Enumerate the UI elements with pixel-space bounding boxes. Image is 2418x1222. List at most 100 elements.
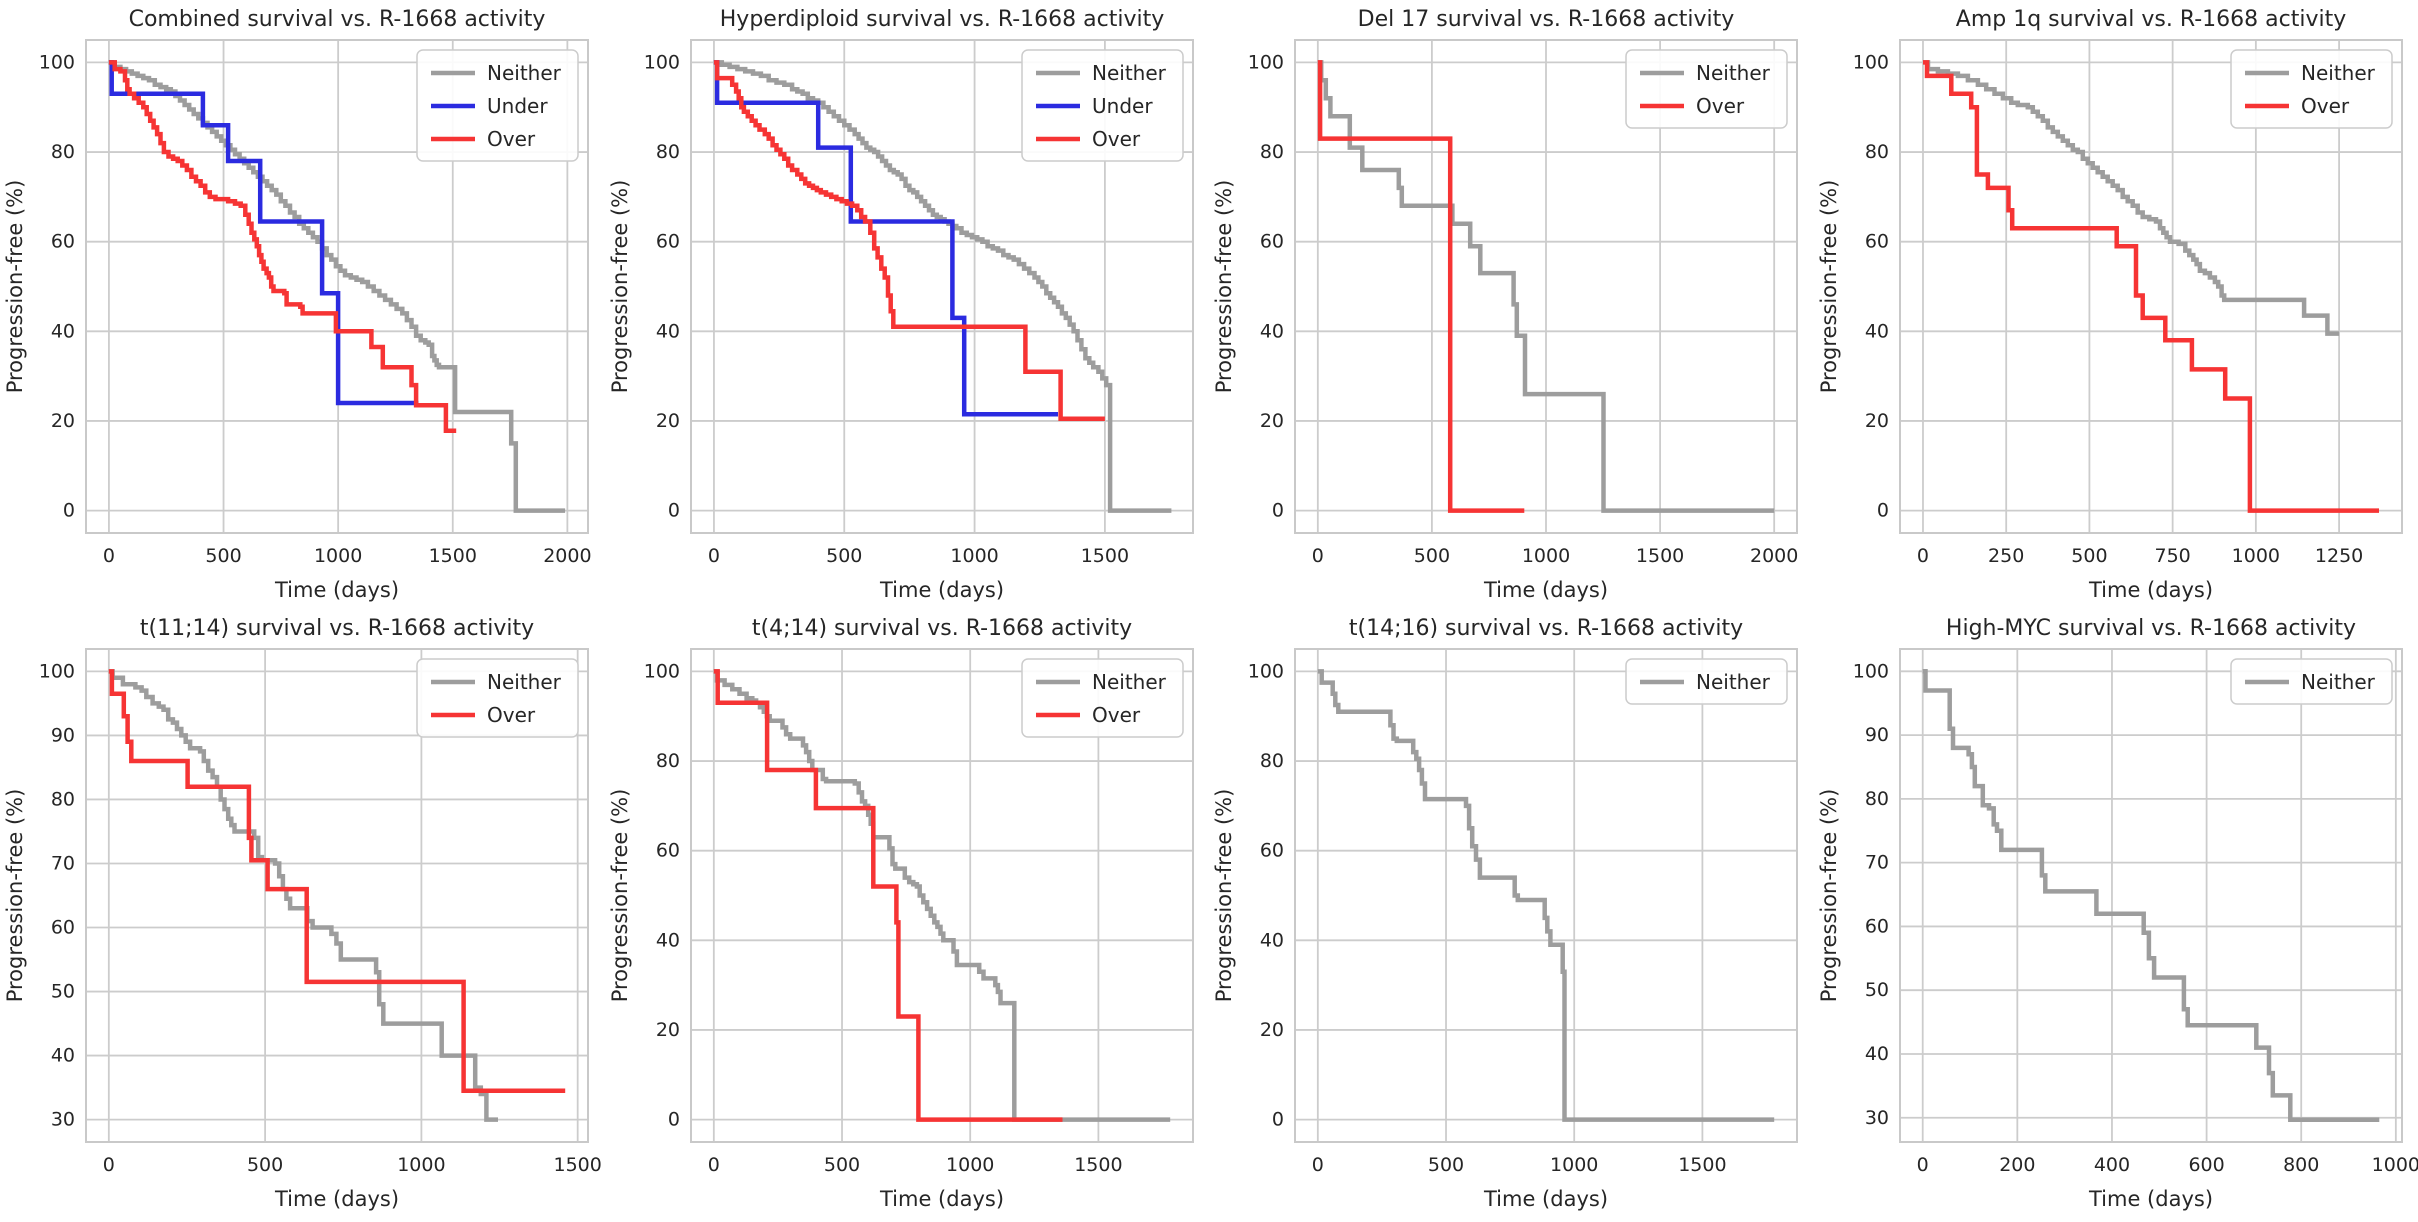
legend-label-over: Over <box>487 127 536 151</box>
subplot-7: 0 500 1000 1500 0 20 40 60 80 100 t(14;16) surviva… <box>1209 609 1813 1218</box>
x-axis-label: Time (days) <box>878 1187 1003 1211</box>
legend: Neither Under Over <box>1020 49 1184 162</box>
series-line-neither <box>1922 669 2379 1122</box>
series-line-over <box>713 669 1062 1122</box>
y-tick-label: 0 <box>1272 1109 1284 1131</box>
chart-canvas-2: 0 500 1000 1500 0 20 40 60 80 100 Hyperdiploid sur… <box>608 7 1194 602</box>
x-tick-label: 1000 <box>1550 1154 1598 1176</box>
x-tick-label: 0 <box>103 545 115 567</box>
x-tick-label: 500 <box>1428 1154 1464 1176</box>
x-tick-label: 500 <box>1414 545 1450 567</box>
series-line-neither <box>1922 60 2339 336</box>
y-tick-label: 60 <box>655 231 679 253</box>
chart-title: t(14;16) survival vs. R-1668 activity <box>1349 616 1743 641</box>
y-tick-label: 20 <box>51 410 75 432</box>
y-tick-label: 40 <box>1260 320 1284 342</box>
tick-labels: 0 500 1000 1500 0 20 40 60 80 100 <box>1248 660 1727 1176</box>
y-tick-label: 100 <box>1852 660 1888 682</box>
y-tick-label: 100 <box>39 51 75 73</box>
gridlines <box>690 649 1193 1142</box>
x-tick-label: 1000 <box>2371 1154 2417 1176</box>
chart-canvas-6: 0 500 1000 1500 0 20 40 60 80 100 t(4;14) survival… <box>608 616 1194 1211</box>
series-line-neither <box>713 60 1171 513</box>
y-tick-label: 0 <box>63 500 75 522</box>
y-tick-label: 40 <box>655 929 679 951</box>
x-tick-label: 1000 <box>946 1154 994 1176</box>
x-tick-label: 500 <box>826 545 862 567</box>
y-tick-label: 20 <box>1260 1019 1284 1041</box>
y-tick-label: 70 <box>51 852 75 874</box>
x-tick-label: 0 <box>707 545 719 567</box>
axes-spine <box>1294 39 1798 534</box>
y-tick-label: 40 <box>51 1045 75 1067</box>
legend-box <box>1020 49 1184 162</box>
x-axis-label: Time (days) <box>878 578 1003 602</box>
series-line-under <box>713 60 1058 417</box>
chart-title: Hyperdiploid survival vs. R-1668 activit… <box>719 7 1163 32</box>
legend: Neither Under Over <box>416 49 579 162</box>
y-axis-label: Progression-free (%) <box>1212 789 1236 1003</box>
legend-label-over: Over <box>2301 94 2350 118</box>
x-tick-label: 1500 <box>1636 545 1684 567</box>
axes-spine <box>1898 648 2403 1143</box>
series-line-neither <box>1317 60 1775 513</box>
axes-spine <box>85 648 589 1143</box>
y-axis-label: Progression-free (%) <box>608 789 632 1003</box>
legend-box <box>1625 49 1788 129</box>
x-tick-label: 2000 <box>1750 545 1798 567</box>
y-tick-label: 80 <box>655 141 679 163</box>
tick-labels: 0 500 1000 1500 0 20 40 60 80 100 <box>643 660 1122 1176</box>
y-tick-label: 80 <box>1260 750 1284 772</box>
x-tick-label: 0 <box>1312 545 1324 567</box>
y-axis-label: Progression-free (%) <box>1817 180 1841 394</box>
legend-label-neither: Neither <box>1092 61 1167 85</box>
legend: Neither Over <box>416 658 579 738</box>
series-line-over <box>1922 60 2379 513</box>
legend-label-over: Over <box>487 703 536 727</box>
y-tick-label: 100 <box>1248 660 1284 682</box>
chart-canvas-8: 0 200 400 600 800 1000 30 40 50 60 70 80 90 100 High-M… <box>1817 616 2418 1211</box>
y-tick-label: 80 <box>1260 141 1284 163</box>
y-tick-label: 50 <box>1864 979 1888 1001</box>
x-tick-label: 1250 <box>2314 545 2362 567</box>
legend-label-over: Over <box>1696 94 1745 118</box>
tick-labels: 0 500 1000 1500 30 40 50 60 70 80 90 100 <box>39 660 602 1176</box>
tick-labels: 0 500 1000 1500 2000 0 20 40 60 80 100 <box>39 51 592 567</box>
legend-label-neither: Neither <box>1696 61 1771 85</box>
subplot-8: 0 200 400 600 800 1000 30 40 50 60 70 80 90 100 High-M… <box>1814 609 2418 1218</box>
y-tick-label: 80 <box>51 141 75 163</box>
y-tick-label: 60 <box>1260 231 1284 253</box>
legend-box <box>416 658 579 738</box>
y-tick-label: 40 <box>1864 320 1888 342</box>
y-tick-label: 20 <box>655 410 679 432</box>
tick-labels: 0 500 1000 1500 2000 0 20 40 60 80 100 <box>1248 51 1799 567</box>
series-line-neither <box>1317 669 1775 1122</box>
x-tick-label: 250 <box>1988 545 2024 567</box>
y-tick-label: 100 <box>643 51 679 73</box>
y-tick-label: 60 <box>1864 915 1888 937</box>
x-tick-label: 0 <box>1916 1154 1928 1176</box>
x-tick-label: 500 <box>2071 545 2107 567</box>
chart-canvas-3: 0 500 1000 1500 2000 0 20 40 60 80 100 Del 17 survi… <box>1212 7 1799 602</box>
y-tick-label: 90 <box>51 724 75 746</box>
x-axis-label: Time (days) <box>2087 578 2212 602</box>
subplot-4: 0 250 500 750 1000 1250 0 20 40 60 80 100 Amp 1q sur… <box>1814 0 2418 609</box>
y-tick-label: 40 <box>1864 1043 1888 1065</box>
y-tick-label: 60 <box>51 231 75 253</box>
x-tick-label: 1000 <box>1522 545 1570 567</box>
legend-label-under: Under <box>1092 94 1153 118</box>
series-line-over <box>108 669 566 1094</box>
y-tick-label: 70 <box>1864 852 1888 874</box>
y-tick-label: 60 <box>1864 231 1888 253</box>
axes-spine <box>689 39 1194 534</box>
y-tick-label: 100 <box>39 660 75 682</box>
legend-label-over: Over <box>1092 127 1141 151</box>
x-tick-label: 0 <box>707 1154 719 1176</box>
y-tick-label: 20 <box>1864 410 1888 432</box>
legend-label-neither: Neither <box>2301 670 2376 694</box>
y-axis-label: Progression-free (%) <box>1817 789 1841 1003</box>
x-tick-label: 200 <box>1999 1154 2035 1176</box>
y-tick-label: 0 <box>1272 500 1284 522</box>
x-tick-label: 600 <box>2188 1154 2224 1176</box>
y-tick-label: 100 <box>1248 51 1284 73</box>
